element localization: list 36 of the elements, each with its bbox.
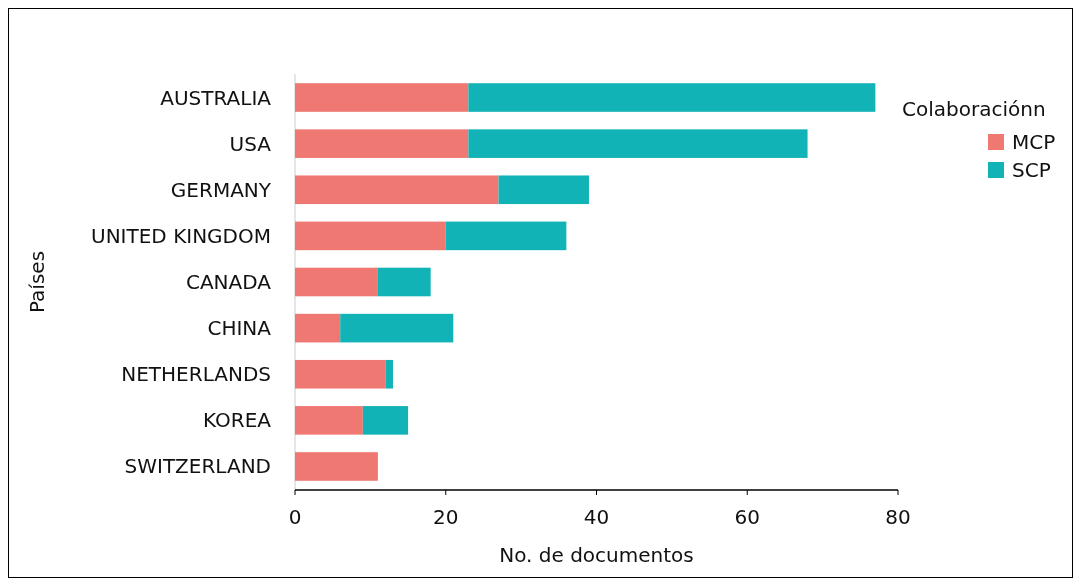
legend-title: Colaboraciónn bbox=[902, 97, 1046, 121]
x-tick-label: 0 bbox=[288, 505, 302, 529]
y-tick-label: CHINA bbox=[207, 316, 272, 341]
bar bbox=[295, 313, 341, 343]
bar bbox=[295, 129, 469, 158]
y-tick-label: SWITZERLAND bbox=[124, 454, 271, 479]
bar bbox=[498, 175, 589, 205]
x-tick-label: 20 bbox=[433, 505, 459, 529]
bar bbox=[445, 221, 567, 251]
y-tick-label: GERMANY bbox=[170, 177, 272, 202]
bar bbox=[295, 221, 446, 251]
bar bbox=[295, 83, 469, 112]
y-tick-label: NETHERLANDS bbox=[121, 362, 271, 387]
bar bbox=[295, 452, 378, 481]
bar bbox=[468, 83, 876, 112]
x-tick-label: 60 bbox=[734, 505, 760, 529]
bar bbox=[295, 406, 363, 435]
bar bbox=[295, 359, 386, 389]
y-tick-label: KOREA bbox=[203, 408, 272, 433]
y-tick-label: UNITED KINGDOM bbox=[91, 223, 271, 248]
bar bbox=[362, 406, 409, 435]
y-axis-title: Países bbox=[25, 250, 49, 314]
bar bbox=[385, 359, 393, 389]
bar bbox=[468, 129, 808, 158]
legend-label: SCP bbox=[1012, 158, 1051, 182]
y-tick-label: USA bbox=[229, 131, 272, 156]
x-tick-label: 80 bbox=[885, 505, 911, 529]
y-tick-label: AUSTRALIA bbox=[160, 85, 272, 110]
x-axis-title: No. de documentos bbox=[499, 543, 694, 567]
legend-label: MCP bbox=[1012, 130, 1056, 154]
y-tick-label: CANADA bbox=[185, 270, 272, 294]
bar bbox=[295, 267, 378, 297]
bar bbox=[377, 267, 431, 297]
bar bbox=[295, 175, 499, 205]
x-tick-label: 40 bbox=[583, 505, 610, 529]
bar bbox=[340, 313, 454, 343]
